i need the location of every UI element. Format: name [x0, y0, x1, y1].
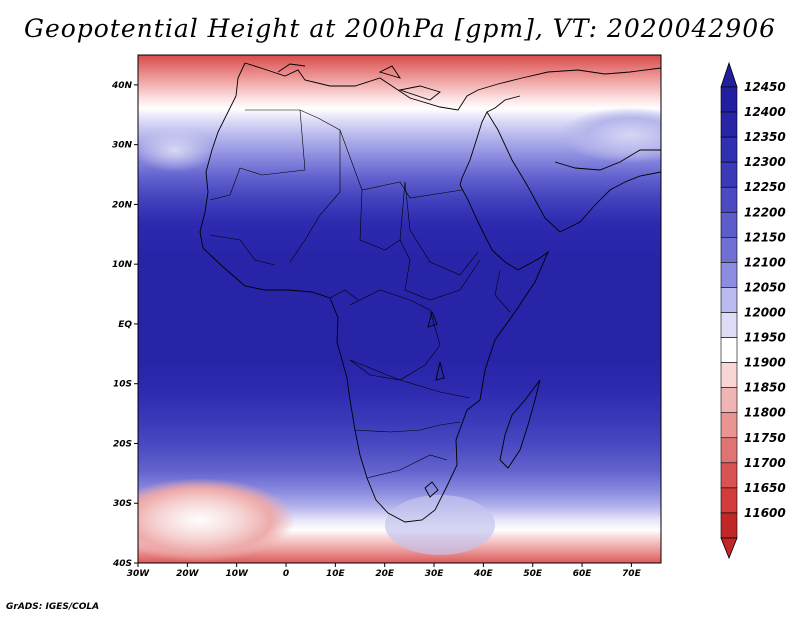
colorbar-swatch — [720, 111, 738, 138]
colorbar-swatch — [720, 337, 738, 363]
colorbar-swatch — [720, 412, 738, 439]
colorbar-label: 11750 — [744, 431, 786, 445]
colorbar-swatch — [720, 237, 738, 263]
colorbar-swatch — [720, 437, 738, 464]
colorbar-swatch — [720, 512, 738, 539]
lon-tick-label: 20W — [176, 569, 200, 579]
lat-tick-label: 10N — [112, 260, 133, 270]
colorbar-label: 12100 — [744, 255, 786, 269]
colorbar-label: 12350 — [744, 130, 786, 144]
lat-tick-label: 40S — [112, 559, 132, 569]
lon-tick-label: 30W — [127, 569, 151, 579]
lat-tick-label: 20S — [113, 439, 132, 449]
coastlines — [199, 62, 661, 523]
lat-tick-label: 30N — [112, 141, 133, 151]
colorbar-label: 12400 — [744, 105, 786, 119]
colorbar-swatch — [720, 211, 738, 238]
lon-tick-label: 10E — [326, 569, 346, 579]
lon-tick-label: 0 — [283, 569, 289, 579]
colorbar-label: 12250 — [744, 180, 786, 194]
colorbar-label: 12300 — [744, 155, 786, 169]
colorbar-label: 11850 — [744, 381, 786, 395]
lon-tick-label: 10W — [225, 569, 249, 579]
country-borders — [209, 109, 511, 479]
colorbar-label: 12150 — [744, 230, 786, 244]
colorbar-label: 12000 — [744, 306, 786, 320]
height-field — [138, 55, 661, 563]
colorbar-label: 11650 — [744, 481, 786, 495]
colorbar-label: 12200 — [744, 205, 786, 219]
colorbar-label: 12050 — [744, 280, 786, 294]
colorbar-swatch — [720, 86, 738, 113]
lon-tick-label: 50E — [523, 569, 543, 579]
lon-tick-label: 20E — [375, 569, 395, 579]
colorbar-label: 11900 — [744, 356, 786, 370]
colorbar-swatch — [720, 262, 738, 288]
lat-tick-label: 40N — [111, 81, 133, 91]
lon-tick-label: 70E — [622, 569, 642, 579]
colorbar-swatch — [720, 362, 738, 388]
colorbar: 12450 12400 12350 12300 12250 12200 12150 12100… — [720, 61, 786, 560]
colorbar-label: 11950 — [744, 331, 786, 345]
colorbar-top-arrow — [720, 61, 738, 88]
lat-tick-label: EQ — [118, 320, 132, 330]
lat-tick-label: 10S — [113, 380, 132, 390]
colorbar-swatch — [720, 462, 738, 489]
colorbar-swatch — [720, 287, 738, 313]
grads-credit: GrADS: IGES/COLA — [6, 602, 100, 612]
lon-tick-label: 30E — [425, 569, 445, 579]
colorbar-swatch — [720, 136, 738, 163]
colorbar-label: 11600 — [744, 506, 786, 520]
lon-tick-label: 40E — [473, 569, 494, 579]
colorbar-label: 12450 — [744, 80, 786, 94]
lat-tick-label: 30S — [113, 499, 132, 509]
colorbar-label: 11700 — [744, 456, 786, 470]
colorbar-swatch — [720, 186, 738, 213]
colorbar-label: 11800 — [744, 406, 786, 420]
lat-tick-label: 20N — [112, 200, 133, 210]
plot-frame — [137, 54, 662, 564]
colorbar-swatch — [720, 387, 738, 414]
figure-title: Geopotential Height at 200hPa [gpm], VT:… — [23, 14, 777, 43]
colorbar-swatch — [720, 312, 738, 338]
colorbar-swatch — [720, 161, 738, 188]
colorbar-swatch — [720, 487, 738, 514]
lon-tick-label: 60E — [573, 569, 593, 579]
latitude-axis: 40N 30N 20N 10N EQ 10S 20S 30S 40S — [111, 81, 138, 569]
colorbar-bottom-arrow — [720, 537, 738, 560]
longitude-axis: 30W 20W 10W 0 10E 20E 30E 40E 50E 60E 70E — [127, 563, 642, 579]
